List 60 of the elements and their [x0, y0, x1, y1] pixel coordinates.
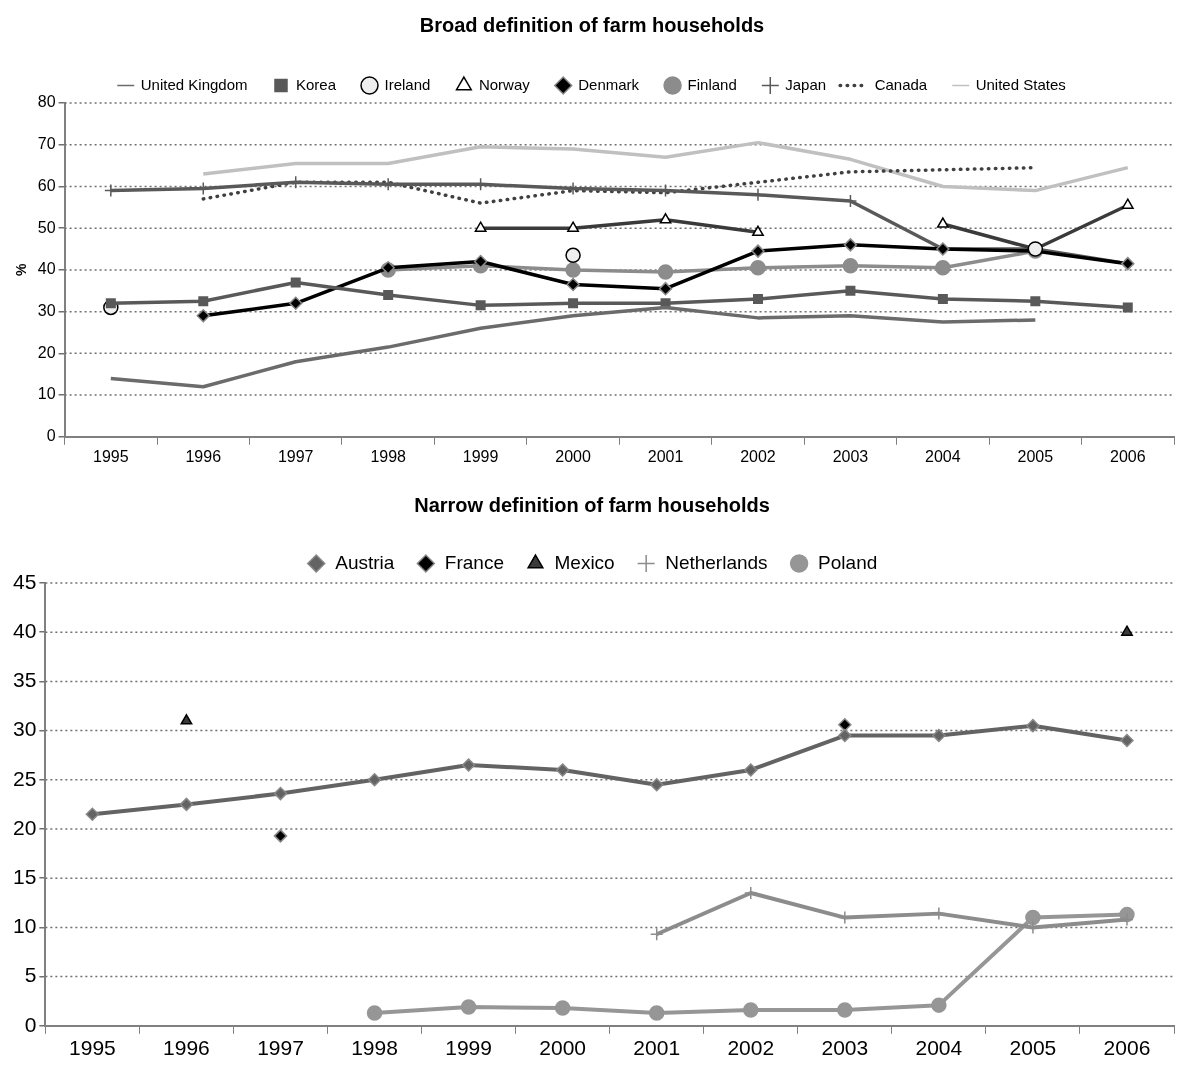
- y-tick-label: 25: [13, 766, 37, 790]
- legend-label: Ireland: [384, 75, 431, 93]
- legend-label: Canada: [874, 75, 928, 93]
- y-tick-label: 20: [37, 343, 56, 361]
- legend-label: Netherlands: [665, 551, 768, 573]
- legend-label: France: [444, 551, 504, 573]
- x-tick-label: 2001: [647, 447, 684, 465]
- x-tick-label: 2004: [915, 1036, 963, 1060]
- x-tick-label: 2000: [539, 1036, 587, 1060]
- x-tick-label: 1996: [163, 1036, 210, 1060]
- legend-label: Poland: [818, 551, 878, 573]
- x-tick-label: 1996: [185, 447, 222, 465]
- x-tick-label: 2006: [1103, 1036, 1151, 1060]
- x-tick-label: 2006: [1109, 447, 1146, 465]
- y-tick-label: 60: [37, 176, 56, 194]
- x-tick-label: 2005: [1017, 447, 1054, 465]
- y-tick-label: 40: [13, 619, 37, 642]
- legend-label: United Kingdom: [140, 75, 248, 93]
- x-tick-label: 1995: [93, 447, 129, 465]
- x-tick-label: 1997: [257, 1036, 304, 1060]
- x-tick-label: 2003: [832, 447, 869, 465]
- y-tick-label: 5: [24, 963, 37, 987]
- y-tick-label: 35: [13, 668, 37, 692]
- chart-title: Broad definition of farm households: [419, 13, 765, 36]
- y-tick-label: 0: [24, 1012, 37, 1036]
- y-axis-title: %: [13, 263, 30, 277]
- legend-label: Norway: [478, 75, 531, 93]
- legend-label: Korea: [295, 75, 337, 93]
- x-tick-label: 1997: [277, 447, 314, 465]
- y-tick-label: 30: [13, 717, 37, 741]
- y-tick-label: 0: [46, 427, 56, 445]
- x-tick-label: 1999: [445, 1036, 492, 1060]
- y-tick-label: 50: [37, 218, 56, 236]
- chart-title: Narrow definition of farm households: [414, 493, 770, 516]
- x-tick-label: 2002: [740, 447, 776, 465]
- x-tick-label: 2000: [555, 447, 591, 465]
- y-tick-label: 10: [37, 385, 56, 403]
- x-tick-label: 1999: [462, 447, 499, 465]
- y-tick-label: 40: [37, 260, 56, 278]
- x-tick-label: 2001: [633, 1036, 681, 1060]
- legend-label: Mexico: [554, 551, 615, 573]
- legend-label: Austria: [335, 551, 395, 573]
- x-tick-label: 2004: [925, 447, 961, 465]
- legend-label: Denmark: [578, 75, 640, 93]
- x-tick-label: 2005: [1009, 1036, 1057, 1060]
- y-tick-label: 80: [37, 93, 56, 111]
- y-tick-label: 70: [37, 135, 56, 153]
- x-tick-label: 1998: [351, 1036, 398, 1060]
- x-tick-label: 2002: [727, 1036, 775, 1060]
- legend-label: United States: [975, 75, 1066, 93]
- x-tick-label: 1998: [370, 447, 407, 465]
- legend-label: Finland: [687, 75, 737, 93]
- x-tick-label: 1995: [69, 1036, 116, 1060]
- y-tick-label: 45: [13, 569, 37, 593]
- x-tick-label: 2003: [821, 1036, 869, 1060]
- y-tick-label: 10: [13, 914, 37, 938]
- y-tick-label: 20: [13, 815, 37, 839]
- legend-label: Japan: [785, 75, 827, 93]
- y-tick-label: 15: [13, 865, 37, 888]
- y-tick-label: 30: [37, 302, 56, 320]
